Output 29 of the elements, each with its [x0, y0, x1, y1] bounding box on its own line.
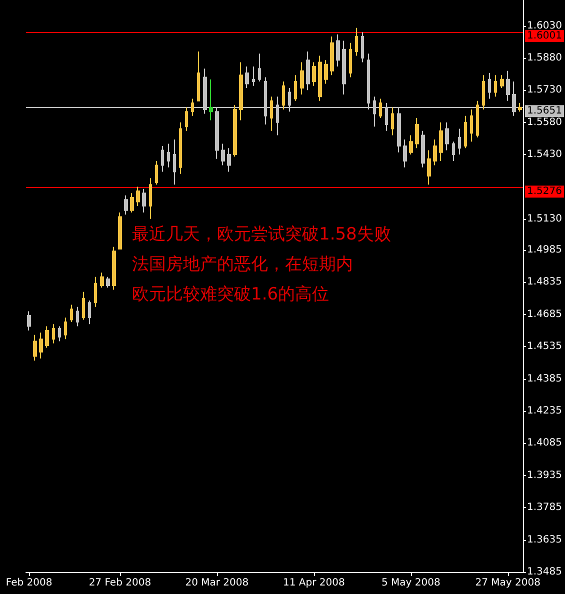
- y-tick-label: 1.4685: [527, 308, 562, 320]
- y-tick-label: 1.4835: [527, 276, 562, 288]
- y-tick-label: 1.4085: [527, 438, 562, 449]
- y-tick-label: 1.5430: [527, 149, 562, 160]
- y-tick-label: 1.5580: [527, 116, 562, 128]
- y-tick-label: 1.3785: [527, 502, 562, 514]
- x-tick-label: Feb 2008: [6, 578, 52, 588]
- ref-line-label: 1.6001: [527, 30, 562, 42]
- x-tick-label: 27 May 2008: [475, 578, 540, 588]
- x-tick-label: 27 Feb 2008: [88, 578, 152, 588]
- x-tick-label: 20 Mar 2008: [185, 578, 249, 588]
- y-tick-label: 1.4385: [527, 373, 562, 384]
- y-tick-label: 1.5730: [527, 84, 562, 96]
- x-tick-label: 11 Apr 2008: [282, 578, 345, 588]
- ref-line-label: 1.5276: [527, 186, 562, 198]
- y-tick-label: 1.5880: [527, 52, 562, 64]
- y-tick-label: 1.3485: [527, 566, 562, 578]
- y-tick-label: 1.4235: [527, 406, 562, 417]
- y-tick-label: 1.4535: [527, 341, 562, 352]
- x-tick-label: 5 May 2008: [381, 578, 440, 588]
- annotation: 欧元比较难突破1.6的高位: [132, 284, 330, 304]
- ref-line-label: 1.5651: [527, 106, 562, 117]
- annotation: 法国房地产的恶化，在短期内: [132, 254, 353, 274]
- annotation: 最近几天，欧元尝试突破1.58失败: [132, 224, 391, 244]
- y-tick-label: 1.6030: [527, 20, 562, 32]
- y-tick-label: 1.3935: [527, 470, 562, 481]
- y-tick-label: 1.4985: [527, 244, 562, 256]
- y-tick-label: 1.5130: [527, 213, 562, 224]
- y-tick-label: 1.3635: [527, 534, 562, 546]
